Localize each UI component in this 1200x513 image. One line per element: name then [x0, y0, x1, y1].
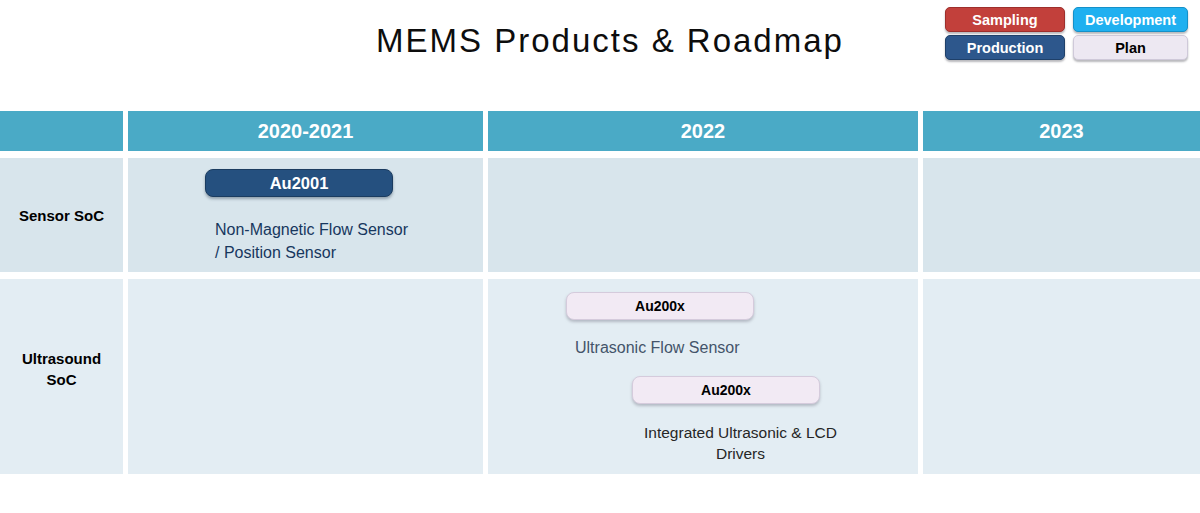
chip-au200x-lcd-description: Integrated Ultrasonic & LCD Drivers	[638, 422, 843, 464]
header-cell-2022: 2022	[488, 111, 918, 151]
row-label-ultrasound-soc: Ultrasound SoC	[0, 279, 123, 474]
header-cell-2020-2021: 2020-2021	[128, 111, 483, 151]
header-cell-blank	[0, 111, 123, 151]
cell-sensor-2020-2021: Au2001 Non-Magnetic Flow Sensor / Positi…	[128, 158, 483, 272]
legend-label-production: Production	[967, 40, 1044, 56]
slide: MEMS Products & Roadmap Sampling Develop…	[0, 0, 1200, 513]
legend-badge-sampling: Sampling	[945, 7, 1065, 32]
chip-au200x-lcd: Au200x	[632, 376, 820, 404]
cell-ultrasound-2020-2021	[128, 279, 483, 474]
legend: Sampling Development Production Plan	[945, 7, 1188, 60]
cell-ultrasound-2023	[923, 279, 1200, 474]
legend-badge-production: Production	[945, 35, 1065, 60]
legend-label-plan: Plan	[1115, 40, 1146, 56]
chip-au2001-description: Non-Magnetic Flow Sensor / Position Sens…	[215, 218, 413, 264]
row-label-sensor-soc: Sensor SoC	[0, 158, 123, 272]
chip-au200x-flow: Au200x	[566, 292, 754, 320]
roadmap-table: 2020-2021 2022 2023 Sensor SoC Au2001 No…	[0, 111, 1200, 474]
cell-sensor-2023	[923, 158, 1200, 272]
legend-label-development: Development	[1085, 12, 1176, 28]
header-cell-2023: 2023	[923, 111, 1200, 151]
legend-badge-development: Development	[1073, 7, 1188, 32]
cell-ultrasound-2022: Au200x Ultrasonic Flow Sensor Au200x Int…	[488, 279, 918, 474]
chip-au2001: Au2001	[205, 169, 393, 197]
legend-label-sampling: Sampling	[972, 12, 1037, 28]
chip-au200x-flow-description: Ultrasonic Flow Sensor	[575, 339, 815, 357]
cell-sensor-2022	[488, 158, 918, 272]
legend-badge-plan: Plan	[1073, 35, 1188, 60]
